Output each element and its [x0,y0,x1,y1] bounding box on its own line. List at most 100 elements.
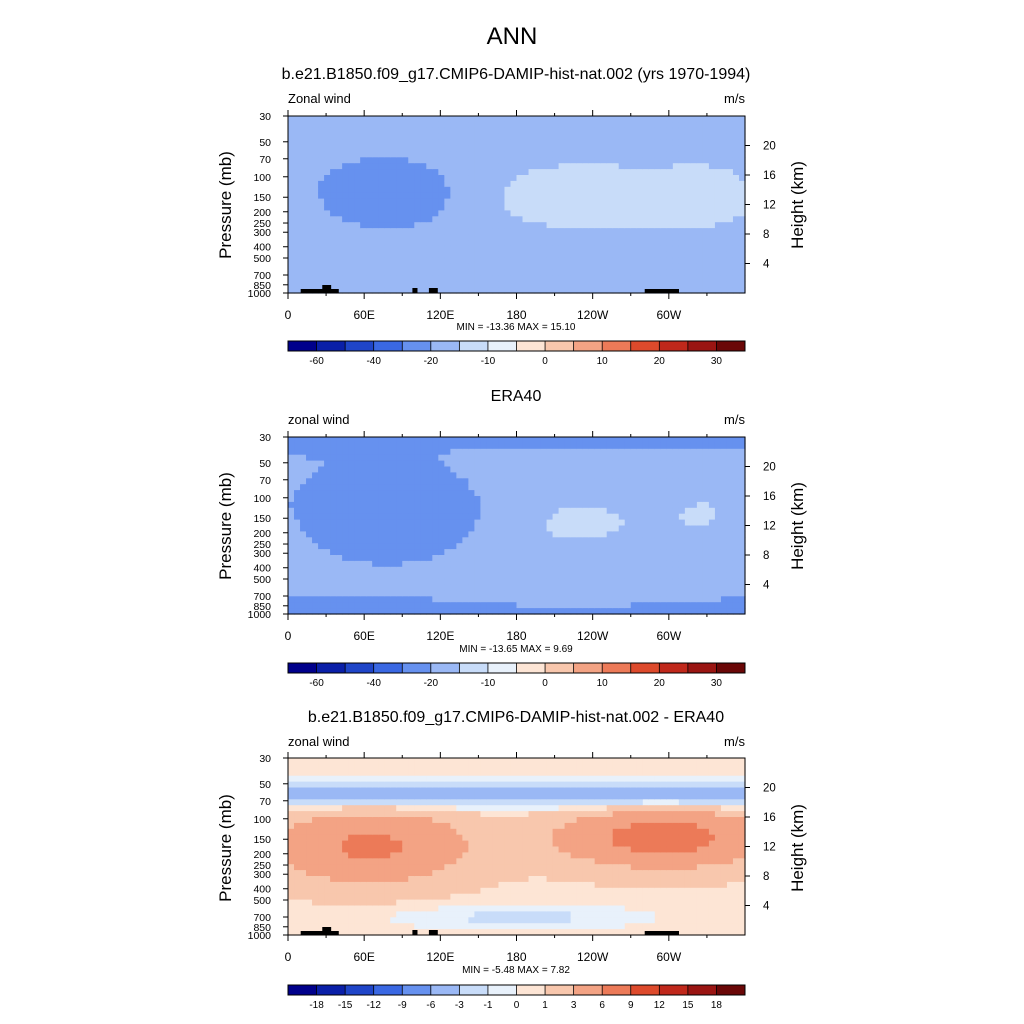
contour-cell [414,180,421,188]
contour-cell [330,549,337,556]
contour-cell [582,572,590,580]
contour-cell [348,127,355,135]
contour-cell [726,251,734,259]
contour-cell [690,460,698,468]
contour-cell [600,234,608,241]
contour-cell [324,525,331,532]
contour-cell [618,251,626,259]
contour-cell [300,560,307,568]
contour-cell [582,192,590,200]
contour-cell [318,852,325,859]
contour-cell [606,537,614,544]
contour-cell [528,507,536,515]
contour-cell [702,245,710,253]
contour-cell [336,466,343,473]
contour-cell [396,139,403,147]
contour-cell [498,133,506,141]
contour-cell [552,145,560,152]
contour-cell [624,180,632,188]
contour-cell [582,287,590,294]
contour-cell [426,531,433,538]
contour-cell [504,572,512,580]
contour-cell [720,460,728,468]
contour-cell [456,121,463,129]
contour-cell [312,887,319,895]
contour-cell [492,572,500,580]
contour-cell [432,602,439,609]
contour-cell [480,472,488,479]
contour-cell [558,590,566,597]
contour-cell [372,275,379,282]
contour-cell [486,501,494,509]
contour-cell [726,531,734,538]
contour-cell [372,501,379,509]
contour-cell [402,490,409,497]
contour-cell [672,145,680,152]
contour-cell [666,555,674,562]
x-tick-label: 60W [656,308,681,322]
contour-cell [474,531,482,538]
contour-cell [702,513,710,521]
x-tick-label: 120W [577,308,609,322]
contour-cell [540,145,548,152]
contour-cell [582,460,590,468]
contour-cell [696,519,704,527]
contour-cell [480,496,488,503]
contour-cell [630,210,638,217]
contour-cell [372,442,379,450]
contour-cell [654,472,662,479]
contour-cell [390,448,397,456]
contour-cell [432,127,439,135]
contour-cell [438,127,445,135]
contour-cell [294,180,301,188]
contour-cell [420,584,427,591]
contour-cell [534,519,542,527]
contour-cell [468,555,475,562]
contour-cell [306,758,313,765]
contour-cell [528,204,536,211]
contour-cell [360,442,367,450]
contour-cell [336,133,343,141]
contour-cell [714,228,722,235]
contour-cell [414,204,421,211]
contour-cell [546,608,554,615]
contour-cell [354,175,361,182]
contour-cell [324,460,331,468]
contour-cell [390,169,397,176]
contour-cell [420,133,427,141]
contour-cell [540,596,548,603]
contour-cell [480,513,488,521]
contour-cell [444,525,451,532]
contour-cell [696,484,704,491]
contour-cell [474,525,482,532]
contour-cell [486,204,494,211]
contour-cell [678,543,686,550]
plot-area: 3050701001502002503004005007008501000481… [248,752,776,964]
contour-cell [450,133,457,141]
contour-cell [312,905,319,912]
contour-cell [372,222,379,229]
contour-cell [378,560,385,568]
contour-cell [660,578,668,586]
contour-cell [360,281,367,288]
contour-cell [294,204,301,211]
contour-cell [366,263,373,270]
contour-cell [516,239,524,247]
contour-cell [618,513,626,521]
contour-cell [660,560,668,568]
contour-cell [462,239,469,247]
contour-cell [306,905,313,912]
contour-cell [582,198,590,206]
contour-cell [522,549,530,556]
contour-cell [318,198,325,206]
contour-cell [636,596,644,603]
contour-cell [540,175,548,182]
contour-cell [648,281,656,288]
contour-cell [624,239,632,247]
contour-cell [312,881,319,889]
contour-cell [294,437,301,444]
contour-cell [600,543,608,550]
contour-cell [564,572,572,580]
contour-cell [408,560,415,568]
contour-cell [414,596,421,603]
